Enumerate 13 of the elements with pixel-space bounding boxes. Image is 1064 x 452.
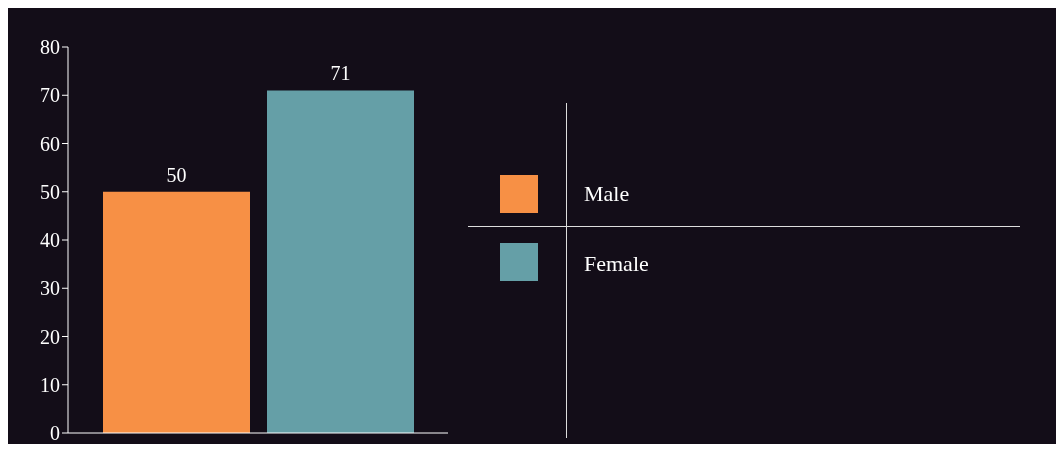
y-tick-label: 0 — [50, 422, 60, 445]
y-tick-label: 80 — [40, 36, 60, 59]
y-tick-label: 60 — [40, 132, 60, 155]
y-tick-label: 10 — [40, 373, 60, 396]
y-tick-label: 50 — [40, 180, 60, 203]
legend-label: Male — [584, 181, 630, 207]
y-tick-label: 70 — [40, 84, 60, 107]
y-tick-label: 20 — [40, 325, 60, 348]
y-tick-label: 40 — [40, 229, 60, 252]
data-label: 71 — [330, 62, 351, 85]
legend-label: Female — [584, 251, 649, 277]
data-label: 50 — [166, 163, 187, 186]
y-tick-label: 30 — [40, 277, 60, 300]
